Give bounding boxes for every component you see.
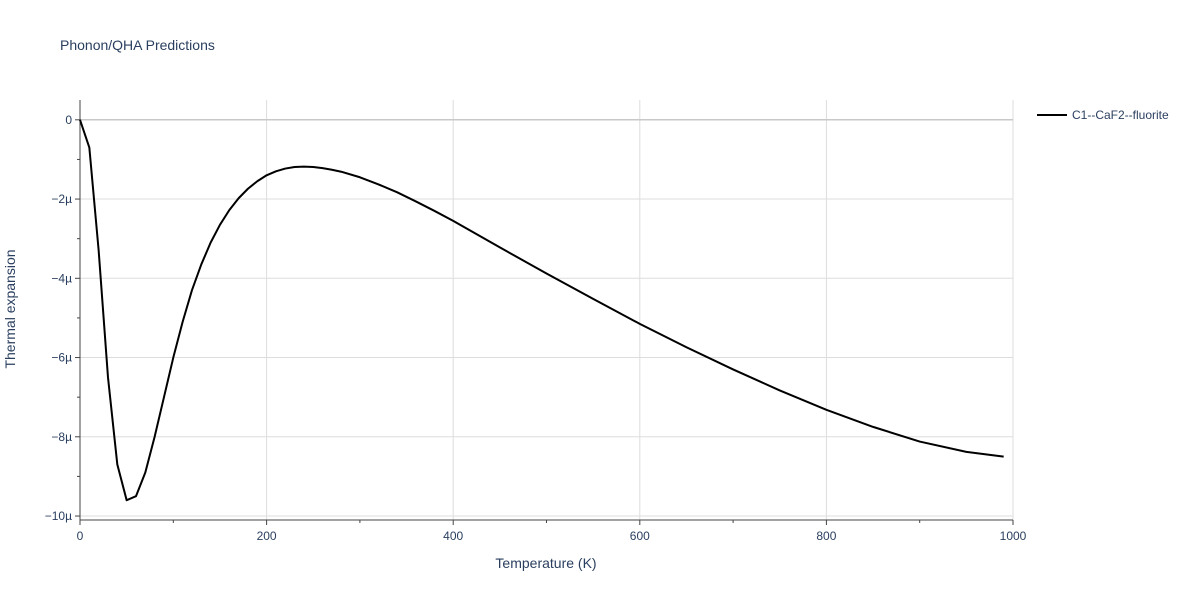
x-tick-label: 800 — [816, 529, 836, 543]
grid — [80, 100, 1014, 520]
legend-item[interactable]: C1--CaF2--fluorite — [1037, 108, 1169, 122]
y-tick-label: −2µ — [51, 192, 72, 206]
y-tick-label: 0 — [65, 113, 72, 127]
series-line[interactable] — [79, 119, 1004, 502]
y-tick-label: −8µ — [51, 430, 72, 444]
y-tick-label: −10µ — [45, 509, 72, 523]
y-tick-label: −6µ — [51, 351, 72, 365]
x-tick-label: 1000 — [1000, 529, 1027, 543]
x-tick-label: 600 — [630, 529, 650, 543]
legend-label: C1--CaF2--fluorite — [1072, 108, 1169, 122]
series-layer — [79, 119, 1004, 502]
x-axis-title: Temperature (K) — [495, 555, 596, 571]
x-tick-label: 0 — [77, 529, 84, 543]
tick-labels: 0 200 400 600 800 1000 0 −2µ −4µ −6µ −8µ −10µ — [45, 113, 1027, 543]
x-tick-label: 400 — [443, 529, 463, 543]
y-axis-title: Thermal expansion — [2, 249, 18, 368]
chart-title: Phonon/QHA Predictions — [60, 37, 215, 53]
axes — [75, 100, 1014, 525]
y-tick-label: −4µ — [51, 271, 72, 285]
legend[interactable]: C1--CaF2--fluorite — [1037, 108, 1169, 122]
x-tick-label: 200 — [257, 529, 277, 543]
